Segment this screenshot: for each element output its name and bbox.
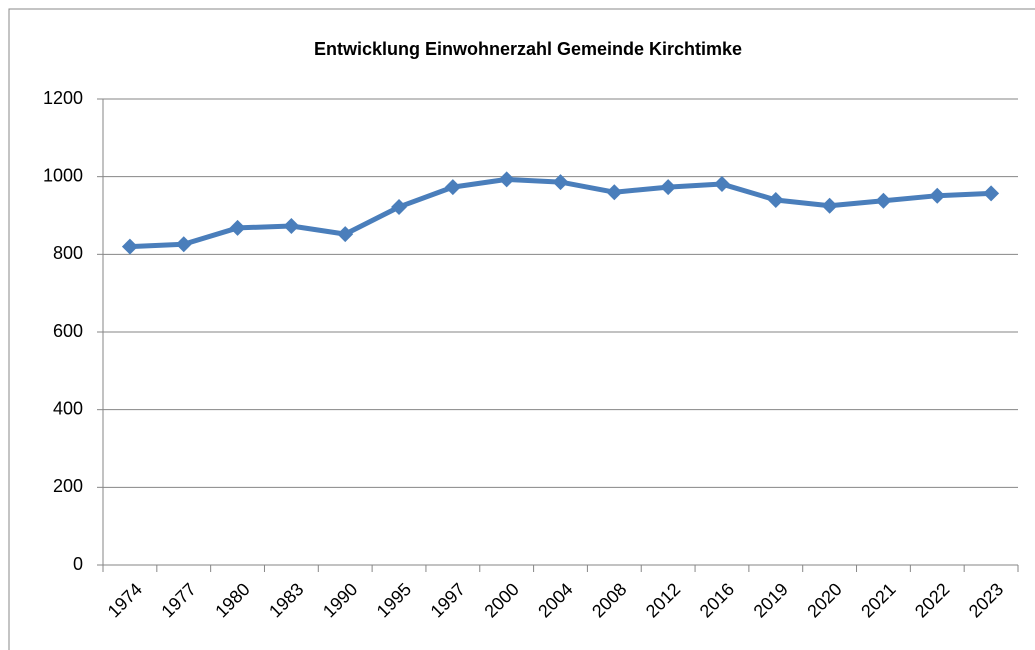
data-point (444, 179, 461, 196)
data-point (283, 217, 300, 234)
data-point (498, 171, 515, 188)
data-point (175, 236, 192, 253)
y-tick-label: 1000 (43, 165, 83, 185)
data-point (391, 198, 408, 215)
data-point (713, 176, 730, 193)
y-tick-label: 0 (73, 554, 83, 574)
data-point (121, 238, 138, 255)
data-point (552, 174, 569, 191)
data-point (606, 184, 623, 201)
y-tick-label: 800 (53, 243, 83, 263)
data-point (929, 187, 946, 204)
data-point (767, 191, 784, 208)
data-point (660, 179, 677, 196)
data-point (229, 219, 246, 236)
chart-border (8, 8, 1035, 650)
data-point (875, 192, 892, 209)
chart-title: Entwicklung Einwohnerzahl Gemeinde Kirch… (314, 39, 742, 59)
data-point (337, 226, 354, 243)
y-tick-label: 600 (53, 321, 83, 341)
y-tick-label: 400 (53, 398, 83, 418)
data-point (983, 185, 1000, 202)
data-point (821, 197, 838, 214)
y-tick-label: 1200 (43, 88, 83, 108)
y-tick-label: 200 (53, 476, 83, 496)
